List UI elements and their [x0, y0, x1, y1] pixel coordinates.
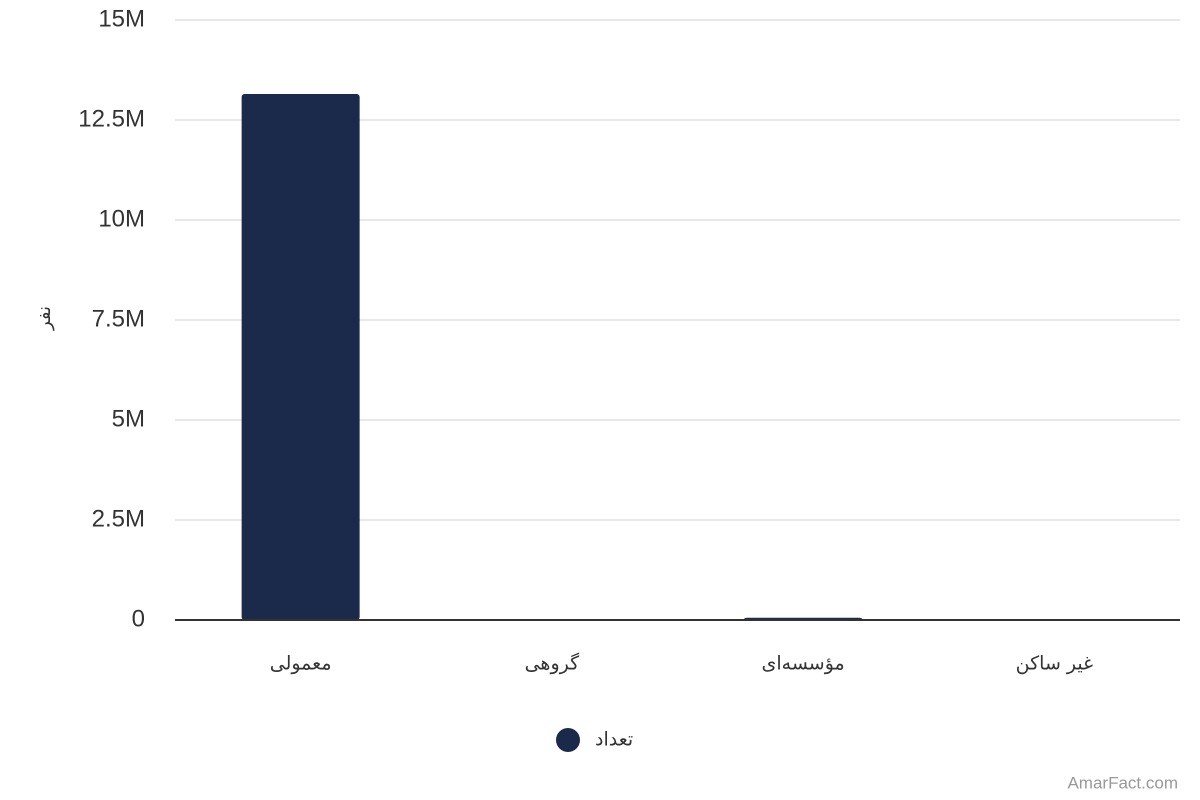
legend-label: تعداد	[595, 729, 633, 751]
x-tick-label: معمولی	[270, 653, 332, 675]
bar	[241, 94, 360, 620]
y-tick-label: 0	[132, 605, 145, 632]
y-tick-label: 12.5M	[78, 105, 145, 132]
y-tick-label: 10M	[98, 205, 145, 232]
x-tick-label: مؤسسه‌ای	[762, 653, 845, 675]
y-tick-label: 5M	[112, 405, 145, 432]
y-tick-label: 7.5M	[92, 305, 145, 332]
legend-marker	[556, 728, 580, 752]
y-tick-label: 15M	[98, 5, 145, 32]
watermark: AmarFact.com	[1067, 773, 1178, 792]
x-tick-label: غیر ساکن	[1016, 653, 1093, 675]
x-tick-label: گروهی	[525, 652, 581, 675]
y-tick-label: 2.5M	[92, 505, 145, 532]
y-axis-label: نفر	[34, 306, 55, 331]
